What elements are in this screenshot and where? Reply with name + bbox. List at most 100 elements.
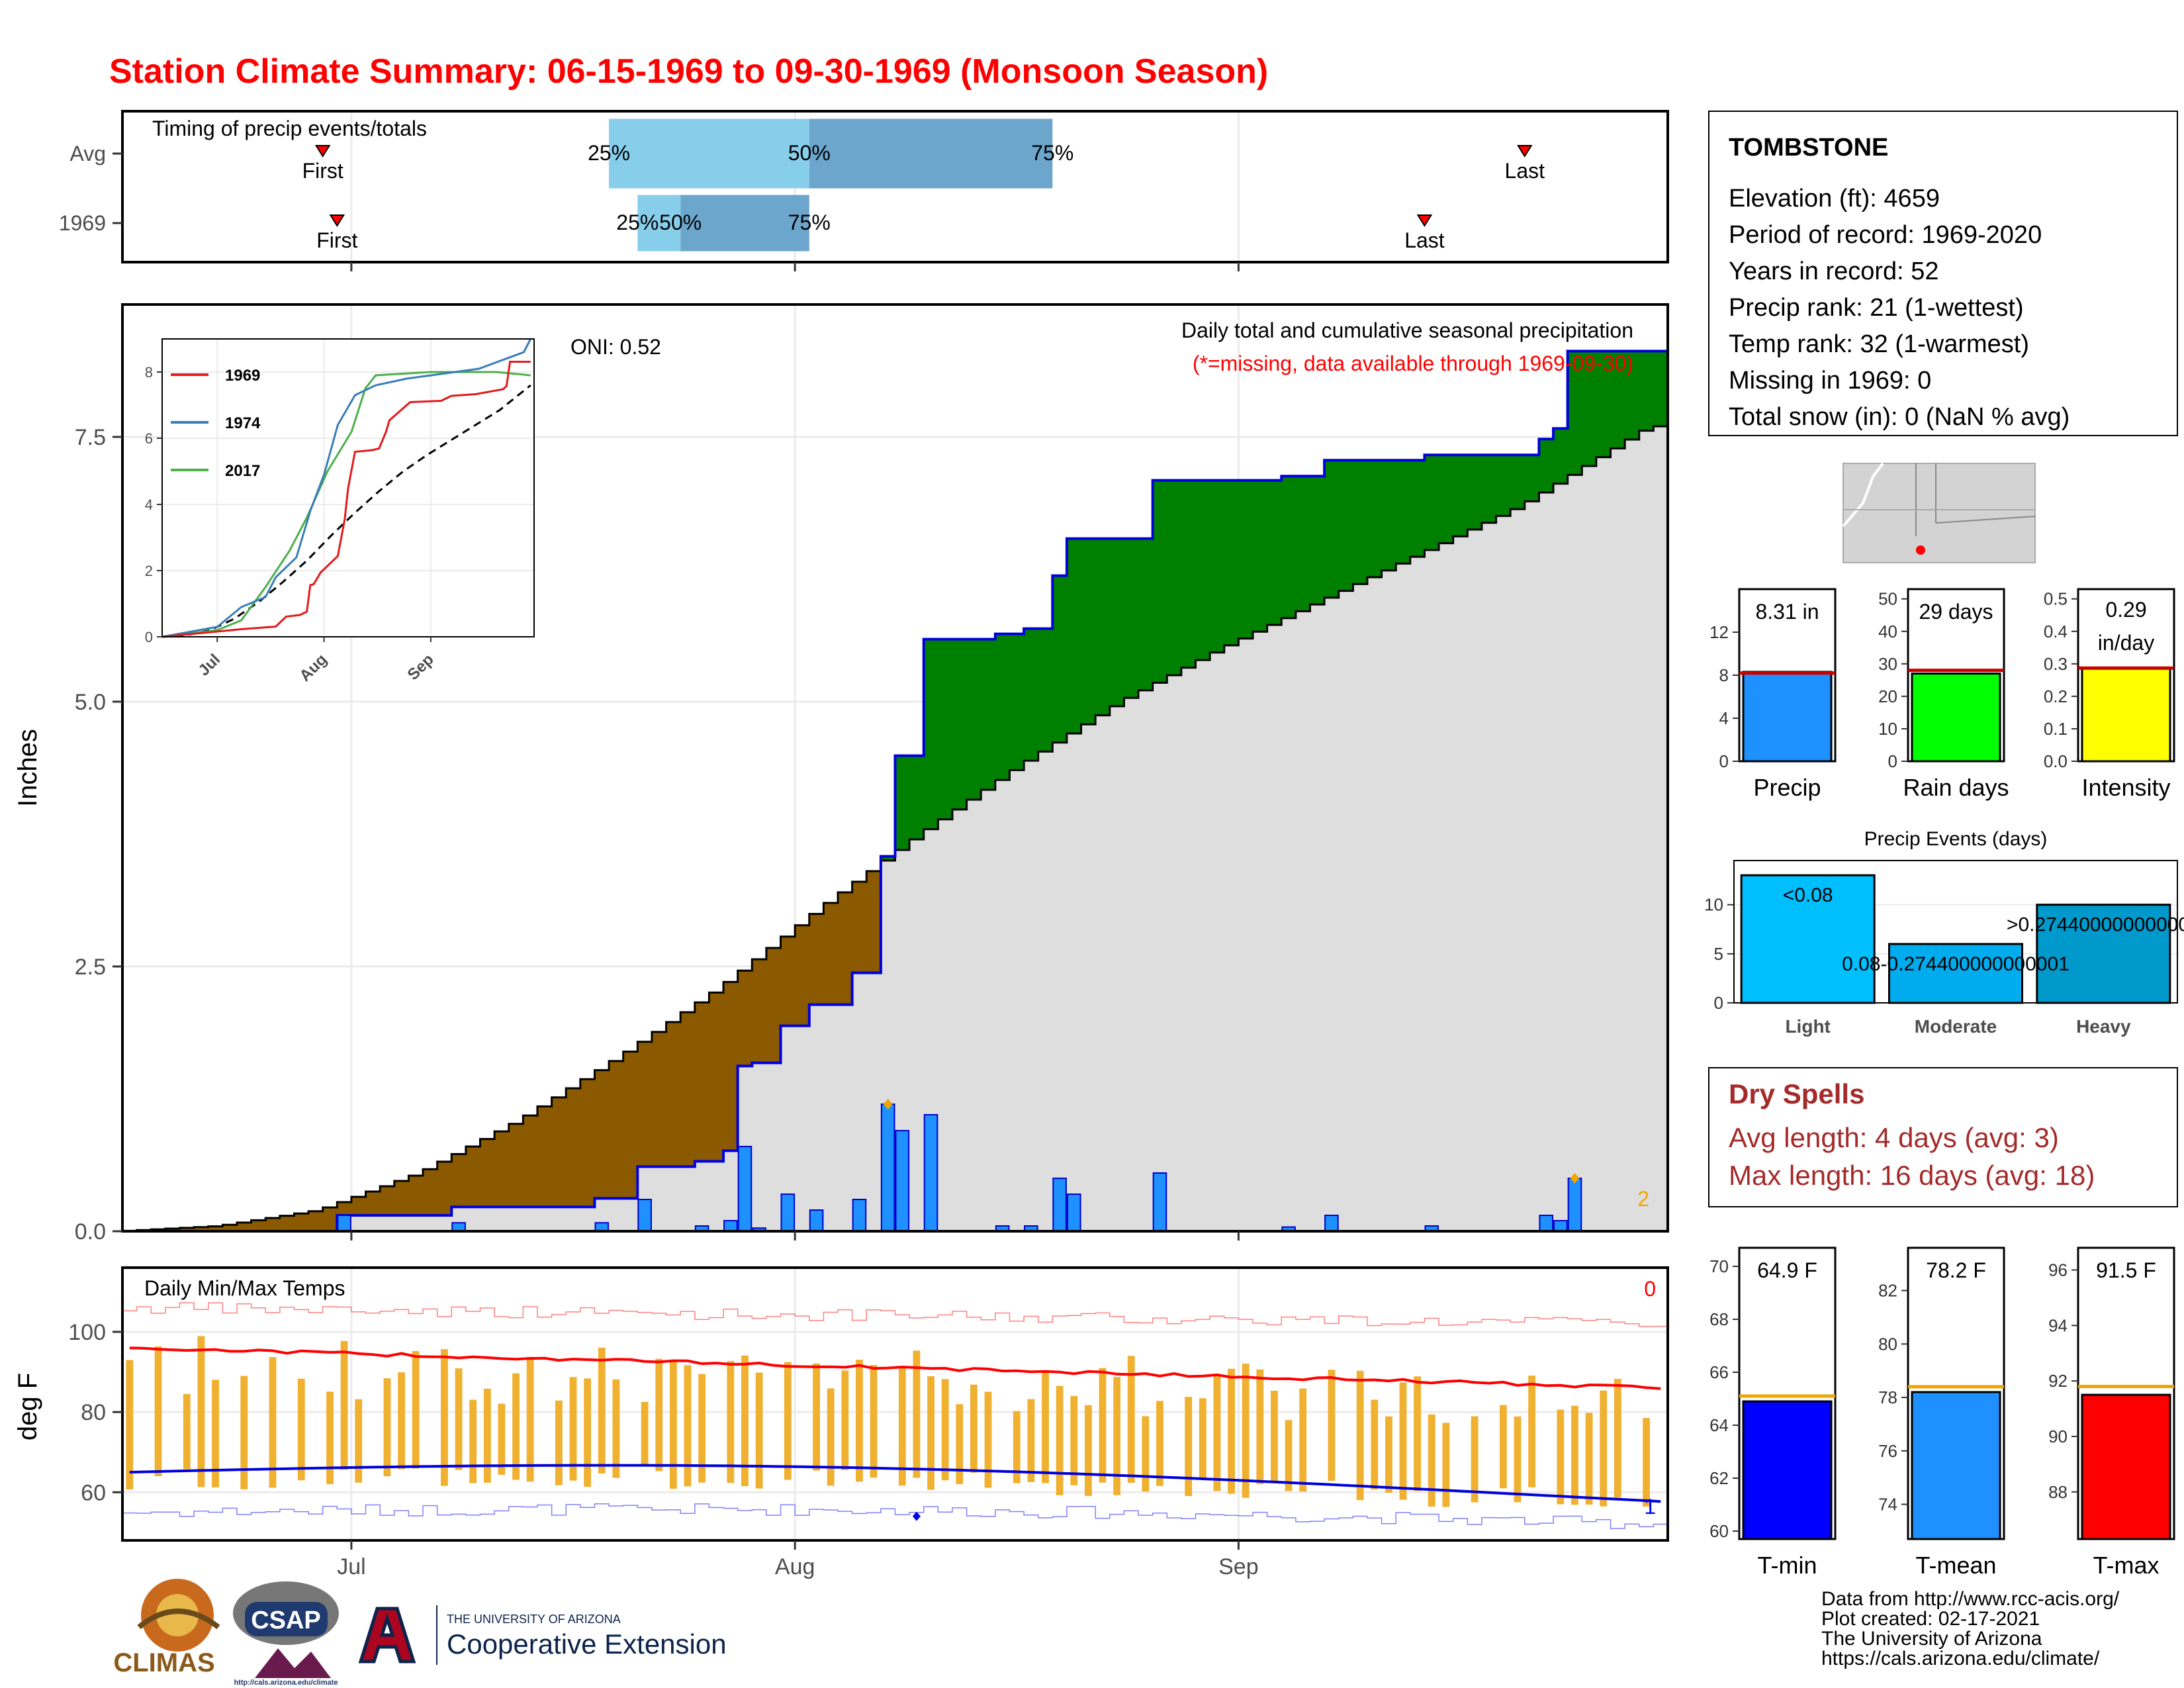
- timing-row-label-1969: 1969: [59, 211, 106, 235]
- precip-daily-bar: [637, 1199, 652, 1232]
- temp-daily-range-bar: [1127, 1356, 1135, 1483]
- gauge-ytick-label: 10: [1878, 719, 1897, 739]
- precip-surplus-band: [1625, 351, 1640, 440]
- temp-daily-range-bar: [1271, 1390, 1278, 1483]
- temp-daily-range-bar: [827, 1388, 835, 1486]
- temp-daily-range-bar: [498, 1403, 506, 1475]
- temp-daily-range-bar: [1185, 1397, 1193, 1496]
- locator-map-coast: [1842, 462, 1884, 528]
- precip-surplus-band: [1553, 428, 1569, 484]
- temp-daily-range-bar: [1328, 1370, 1336, 1481]
- timing-marker-last: [1516, 145, 1533, 158]
- precip-deficit-band: [279, 1215, 295, 1231]
- gauge-label: Intensity: [2081, 774, 2170, 801]
- dry-spells-avg: Avg length: 4 days (avg: 3): [1729, 1122, 2059, 1153]
- gauge-ytick-label: 66: [1709, 1362, 1729, 1382]
- timing-label-75: 75%: [788, 211, 831, 234]
- precip-deficit-band: [594, 1070, 610, 1199]
- precip-deficit-band: [494, 1131, 510, 1207]
- gauge-value-text: 91.5 F: [2096, 1258, 2156, 1282]
- temp-subtitle: Daily Min/Max Temps: [144, 1276, 345, 1300]
- climas-logo-text: CLIMAS: [113, 1648, 214, 1677]
- gauge-ytick-label: 60: [1709, 1521, 1729, 1541]
- precip-surplus-band: [1653, 351, 1668, 426]
- gauge-ytick-label: 70: [1709, 1256, 1729, 1276]
- precip-surplus-band: [1052, 575, 1068, 743]
- inset-frame-border: [161, 338, 535, 637]
- temp-daily-range-bar: [512, 1373, 520, 1480]
- gauge-ytick-label: 74: [1878, 1495, 1897, 1515]
- precip-deficit-band: [265, 1218, 281, 1231]
- temp-daily-range-bar: [269, 1357, 277, 1488]
- precip-deficit-band: [251, 1220, 266, 1231]
- temp-daily-range-bar: [612, 1379, 620, 1478]
- events-bar-moderate: [1888, 943, 2023, 1004]
- precip-1969-cumulative-line: [122, 350, 1668, 1233]
- gauge-ytick-label: 88: [2048, 1482, 2068, 1502]
- gauge-ytick-label: 20: [1878, 686, 1897, 706]
- climas-logo-sun: [156, 1594, 199, 1636]
- precip-deficit-band: [651, 1031, 667, 1167]
- temp-panel: 60 80 100 Daily Min/Max Temps 0 1 deg F: [13, 1266, 1669, 1542]
- gauge-ytick-label: 76: [1878, 1441, 1897, 1461]
- precip-y-label: Inches: [13, 729, 42, 807]
- csap-logo-text: CSAP: [251, 1607, 321, 1634]
- temp-ytick-label: 80: [81, 1400, 106, 1425]
- inset-ytick-label: 0: [145, 629, 153, 645]
- ua-logo-a-icon: [358, 1607, 416, 1664]
- temp-daily-range-bar: [1013, 1411, 1021, 1483]
- temp-daily-range-bar: [555, 1400, 563, 1485]
- events-ytick-label: 5: [1714, 944, 1723, 964]
- precip-surplus-band: [1152, 480, 1167, 683]
- gauge-label: Rain days: [1903, 774, 2009, 801]
- precip-surplus-band: [1381, 460, 1396, 571]
- temp-daily-range-bar: [641, 1401, 649, 1467]
- gauge-label: T-min: [1758, 1552, 1817, 1579]
- precip-surplus-band: [1281, 476, 1297, 618]
- precip-daily-bar: [737, 1146, 752, 1232]
- precip-deficit-band: [351, 1197, 367, 1215]
- precip-panel-title: Daily total and cumulative seasonal prec…: [1181, 318, 1633, 342]
- temp-daily-range-bar: [1256, 1369, 1264, 1485]
- precip-deficit-band: [680, 1012, 696, 1167]
- footer-data-source: Data from http://www.rcc-acis.org/: [1821, 1588, 2120, 1610]
- precip-surplus-band: [1095, 538, 1111, 716]
- precip-daily-bar: [1539, 1215, 1554, 1232]
- precip-surplus-band: [1009, 633, 1024, 771]
- inset-line-1974: [161, 338, 532, 638]
- precip-ytick-label: 2.5: [75, 955, 106, 980]
- temp-daily-range-bar: [1414, 1376, 1422, 1491]
- footer-plot-created: Plot created: 02-17-2021: [1821, 1608, 2040, 1630]
- temp-daily-range-bar: [1042, 1372, 1049, 1483]
- precip-deficit-band: [394, 1181, 410, 1215]
- timing-bar-25-50: [637, 195, 681, 252]
- gauge-ytick-label: 82: [1878, 1281, 1897, 1301]
- precip-surplus-band: [1524, 455, 1540, 502]
- precip-surplus-band: [1195, 480, 1210, 661]
- gauge-ytick-label: 40: [1878, 622, 1897, 641]
- temp-daily-range-bar: [240, 1376, 248, 1489]
- temp-average-min-line: [129, 1464, 1661, 1503]
- precip-deficit-band: [508, 1123, 523, 1207]
- precip-panel: 0.0 2.5 5.0 7.5 Inches Daily total and cumu…: [13, 303, 1669, 1244]
- precip-deficit-band: [780, 936, 796, 1026]
- precip-panel-missing-note: (*=missing, data available through 1969-…: [1193, 352, 1633, 375]
- month-tick-label: Jul: [337, 1554, 365, 1579]
- dry-spells-max: Max length: 16 days (avg: 18): [1729, 1160, 2095, 1191]
- precip-surplus-band: [938, 639, 953, 820]
- temp-daily-range-bar: [1070, 1395, 1078, 1485]
- precip-y-axis: 0.0 2.5 5.0 7.5: [75, 425, 122, 1244]
- station-elevation: Elevation (ft): 4659: [1729, 185, 1940, 212]
- timing-marker-first: [314, 145, 331, 158]
- inset-ytick-label: 8: [145, 364, 153, 381]
- gauge-ytick-label: 0.0: [2044, 751, 2068, 771]
- temp-record-low-line: [122, 1503, 1668, 1529]
- logos: CLIMAS CSAP http://cals.arizona.edu/clim…: [113, 1579, 727, 1687]
- temp-daily-range-bar: [870, 1365, 878, 1478]
- timing-bar-50-75: [680, 195, 809, 252]
- precip-surplus-band: [1267, 480, 1282, 625]
- precip-events-plot: 0 5 10 Light Moderate Heavy <0.08 0.08-0.274400…: [1704, 860, 2184, 1037]
